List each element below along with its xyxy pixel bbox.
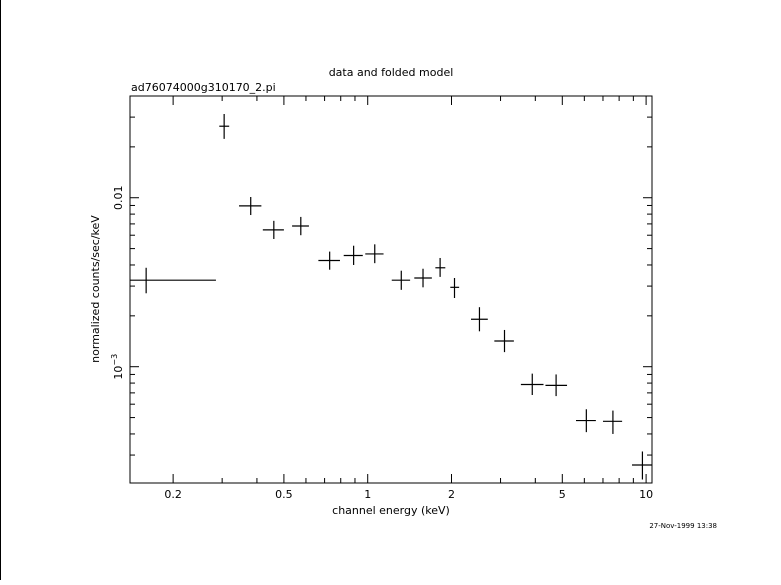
chart-title: data and folded model [329, 66, 454, 79]
data-point [450, 277, 460, 299]
x-tick-label: 5 [559, 488, 566, 501]
x-tick-label: 10 [639, 488, 653, 501]
data-point [262, 220, 284, 239]
data-point [471, 307, 488, 332]
data-point [343, 245, 363, 265]
x-axis-label: channel energy (keV) [332, 504, 450, 517]
x-tick-label: 2 [448, 488, 455, 501]
data-point [239, 197, 262, 216]
x-tick-label: 0.5 [275, 488, 293, 501]
chart-subtitle: ad76074000g310170_2.pi [131, 81, 276, 94]
data-points [130, 113, 652, 480]
data-point [545, 374, 568, 397]
data-point [520, 373, 544, 396]
data-point [365, 244, 384, 264]
window-left-border [0, 0, 1, 580]
plot-frame [129, 95, 653, 484]
data-point [292, 216, 309, 236]
y-axis-label: normalized counts/sec/keV [89, 215, 102, 363]
x-tick-label: 1 [364, 488, 371, 501]
data-point [130, 267, 216, 294]
data-point [391, 270, 411, 290]
y-tick-label: 10−3 [110, 354, 125, 380]
data-point [575, 409, 596, 433]
y-tick-label-text: 10−3 [110, 354, 125, 380]
y-tick-label-text: 0.01 [112, 185, 125, 210]
data-point [435, 257, 446, 277]
y-tick-label: 0.01 [112, 185, 125, 210]
data-point [318, 251, 340, 270]
data-point [414, 268, 432, 288]
y-tick-exponent: −3 [110, 354, 119, 366]
data-point [602, 410, 623, 434]
data-point [494, 329, 514, 353]
x-tick-label: 0.2 [164, 488, 182, 501]
data-point [219, 113, 230, 139]
data-point [632, 451, 652, 480]
axis-ticks: 0.2 0.5 1 2 5 10 0.01 10−3 [110, 95, 653, 501]
timestamp: 27-Nov-1999 13:38 [649, 522, 717, 530]
